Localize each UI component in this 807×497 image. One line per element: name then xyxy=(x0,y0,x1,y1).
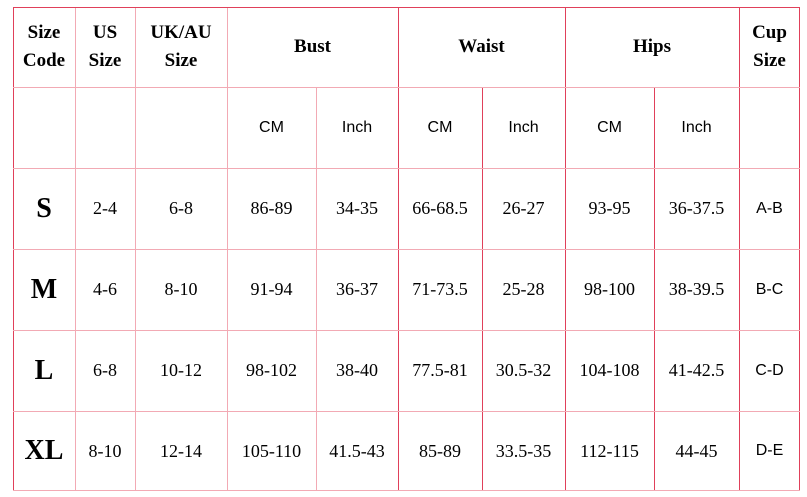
cell-uk: 10-12 xyxy=(160,360,202,380)
cell-waist-cm: 66-68.5 xyxy=(412,198,468,218)
cell-waist-cm: 85-89 xyxy=(419,440,461,461)
cell-waist-cm: 71-73.5 xyxy=(412,279,468,299)
cell-bust-cm: 91-94 xyxy=(250,279,293,299)
cell-waist-in: 25-28 xyxy=(502,279,545,299)
cell-uk: 12-14 xyxy=(160,440,202,461)
cell-hips-in: 36-37.5 xyxy=(668,198,725,218)
cell-waist-in: 30.5-32 xyxy=(495,360,552,380)
cell-uk: 6-8 xyxy=(169,198,193,218)
border-top xyxy=(13,7,800,8)
unit-bust-inch: Inch xyxy=(341,118,373,136)
divider xyxy=(13,249,800,250)
cell-bust-cm: 105-110 xyxy=(241,440,302,461)
cell-hips-cm: 98-100 xyxy=(584,279,636,299)
unit-waist-inch: Inch xyxy=(508,118,539,136)
header-bust: Bust xyxy=(294,36,331,57)
cell-bust-cm: 86-89 xyxy=(250,198,293,218)
units-row: CM Inch CM Inch CM Inch xyxy=(13,87,800,168)
cell-hips-cm: 104-108 xyxy=(579,360,640,380)
cell-bust-in: 41.5-43 xyxy=(329,440,385,461)
cell-hips-cm: 93-95 xyxy=(588,198,631,218)
cell-hips-in: 44-45 xyxy=(675,440,718,461)
size-row: S 2-4 6-8 86-89 34-35 66-68.5 26-27 93-95 36-37.… xyxy=(13,168,800,249)
cell-waist-in: 26-27 xyxy=(502,198,545,218)
cell-hips-in: 41-42.5 xyxy=(668,360,725,380)
border-bottom xyxy=(13,490,800,491)
size-row: XL 8-10 12-14 105-110 41.5-43 85-89 33.5-35 112… xyxy=(13,411,800,491)
divider xyxy=(13,411,800,412)
cell-bust-in: 36-37 xyxy=(336,279,378,299)
cell-code: L xyxy=(34,354,54,386)
divider xyxy=(482,87,483,491)
cell-us: 4-6 xyxy=(93,279,117,299)
divider xyxy=(316,87,317,491)
header-uk-au-size: UK/AU Size xyxy=(150,22,212,71)
cell-cup: D-E xyxy=(755,442,784,459)
header-hips: Hips xyxy=(633,36,672,57)
cell-cup: B-C xyxy=(755,280,784,298)
divider xyxy=(13,87,800,88)
unit-hips-cm: CM xyxy=(597,118,622,136)
size-row: L 6-8 10-12 98-102 38-40 77.5-81 30.5-32 104-10… xyxy=(13,330,800,411)
cell-us: 2-4 xyxy=(93,198,117,218)
cell-waist-cm: 77.5-81 xyxy=(412,360,468,380)
cell-bust-cm: 98-102 xyxy=(246,360,297,380)
cell-us: 8-10 xyxy=(88,440,122,461)
cell-bust-in: 38-40 xyxy=(336,360,378,380)
cell-hips-cm: 112-115 xyxy=(580,440,639,461)
cell-waist-in: 33.5-35 xyxy=(495,440,552,461)
cell-uk: 8-10 xyxy=(164,279,198,299)
divider xyxy=(13,168,800,169)
cell-bust-in: 34-35 xyxy=(336,198,378,218)
unit-bust-cm: CM xyxy=(259,118,284,136)
header-row: Size Code US Size UK/AU Size Bust Waist Hip… xyxy=(13,7,800,87)
cell-code: S xyxy=(36,192,52,224)
header-waist: Waist xyxy=(458,36,505,57)
cell-cup: A-B xyxy=(756,199,783,217)
header-cup-size: Cup Size xyxy=(752,22,787,71)
unit-waist-cm: CM xyxy=(427,118,453,136)
cell-hips-in: 38-39.5 xyxy=(668,279,725,299)
header-size-code: Size Code xyxy=(22,22,66,71)
size-chart: Size Code US Size UK/AU Size Bust Waist Hip… xyxy=(13,7,800,491)
unit-hips-inch: Inch xyxy=(681,118,712,136)
size-chart-table: Size Code US Size UK/AU Size Bust Waist Hip… xyxy=(13,7,800,491)
cell-cup: C-D xyxy=(755,361,784,379)
cell-code: M xyxy=(30,273,58,305)
size-row: M 4-6 8-10 91-94 36-37 71-73.5 25-28 98-100 38-3… xyxy=(13,249,800,330)
divider xyxy=(654,87,655,491)
cell-us: 6-8 xyxy=(93,360,117,380)
cell-code: XL xyxy=(24,435,64,466)
divider xyxy=(13,330,800,331)
header-us-size: US Size xyxy=(88,22,122,71)
